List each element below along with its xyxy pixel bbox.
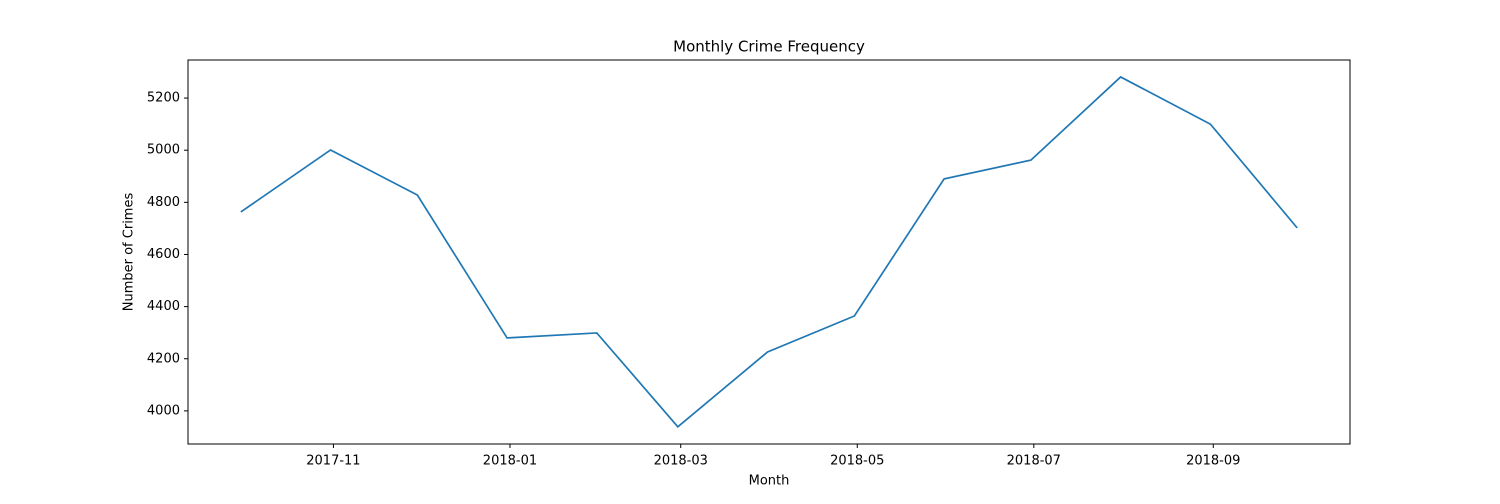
x-tick-label: 2018-03 xyxy=(654,454,708,469)
chart-title: Monthly Crime Frequency xyxy=(673,38,865,56)
x-tick-label: 2018-05 xyxy=(830,454,884,469)
x-tick-label: 2018-01 xyxy=(483,454,537,469)
y-tick-label: 5000 xyxy=(147,143,180,158)
plot-frame xyxy=(187,59,1351,445)
x-tick-label: 2018-09 xyxy=(1186,454,1240,469)
y-tick-label: 4000 xyxy=(147,403,180,418)
x-tick-label: 2018-07 xyxy=(1007,454,1061,469)
line-series xyxy=(240,75,1298,428)
y-axis-label: Number of Crimes xyxy=(122,193,137,312)
y-tick-label: 4200 xyxy=(147,351,180,366)
y-tick-label: 5200 xyxy=(147,91,180,106)
x-tick-label: 2017-11 xyxy=(306,454,360,469)
y-tick-label: 4800 xyxy=(147,195,180,210)
y-tick-label: 4400 xyxy=(147,299,180,314)
y-tick-label: 4600 xyxy=(147,247,180,262)
x-axis-label: Month xyxy=(749,474,790,489)
